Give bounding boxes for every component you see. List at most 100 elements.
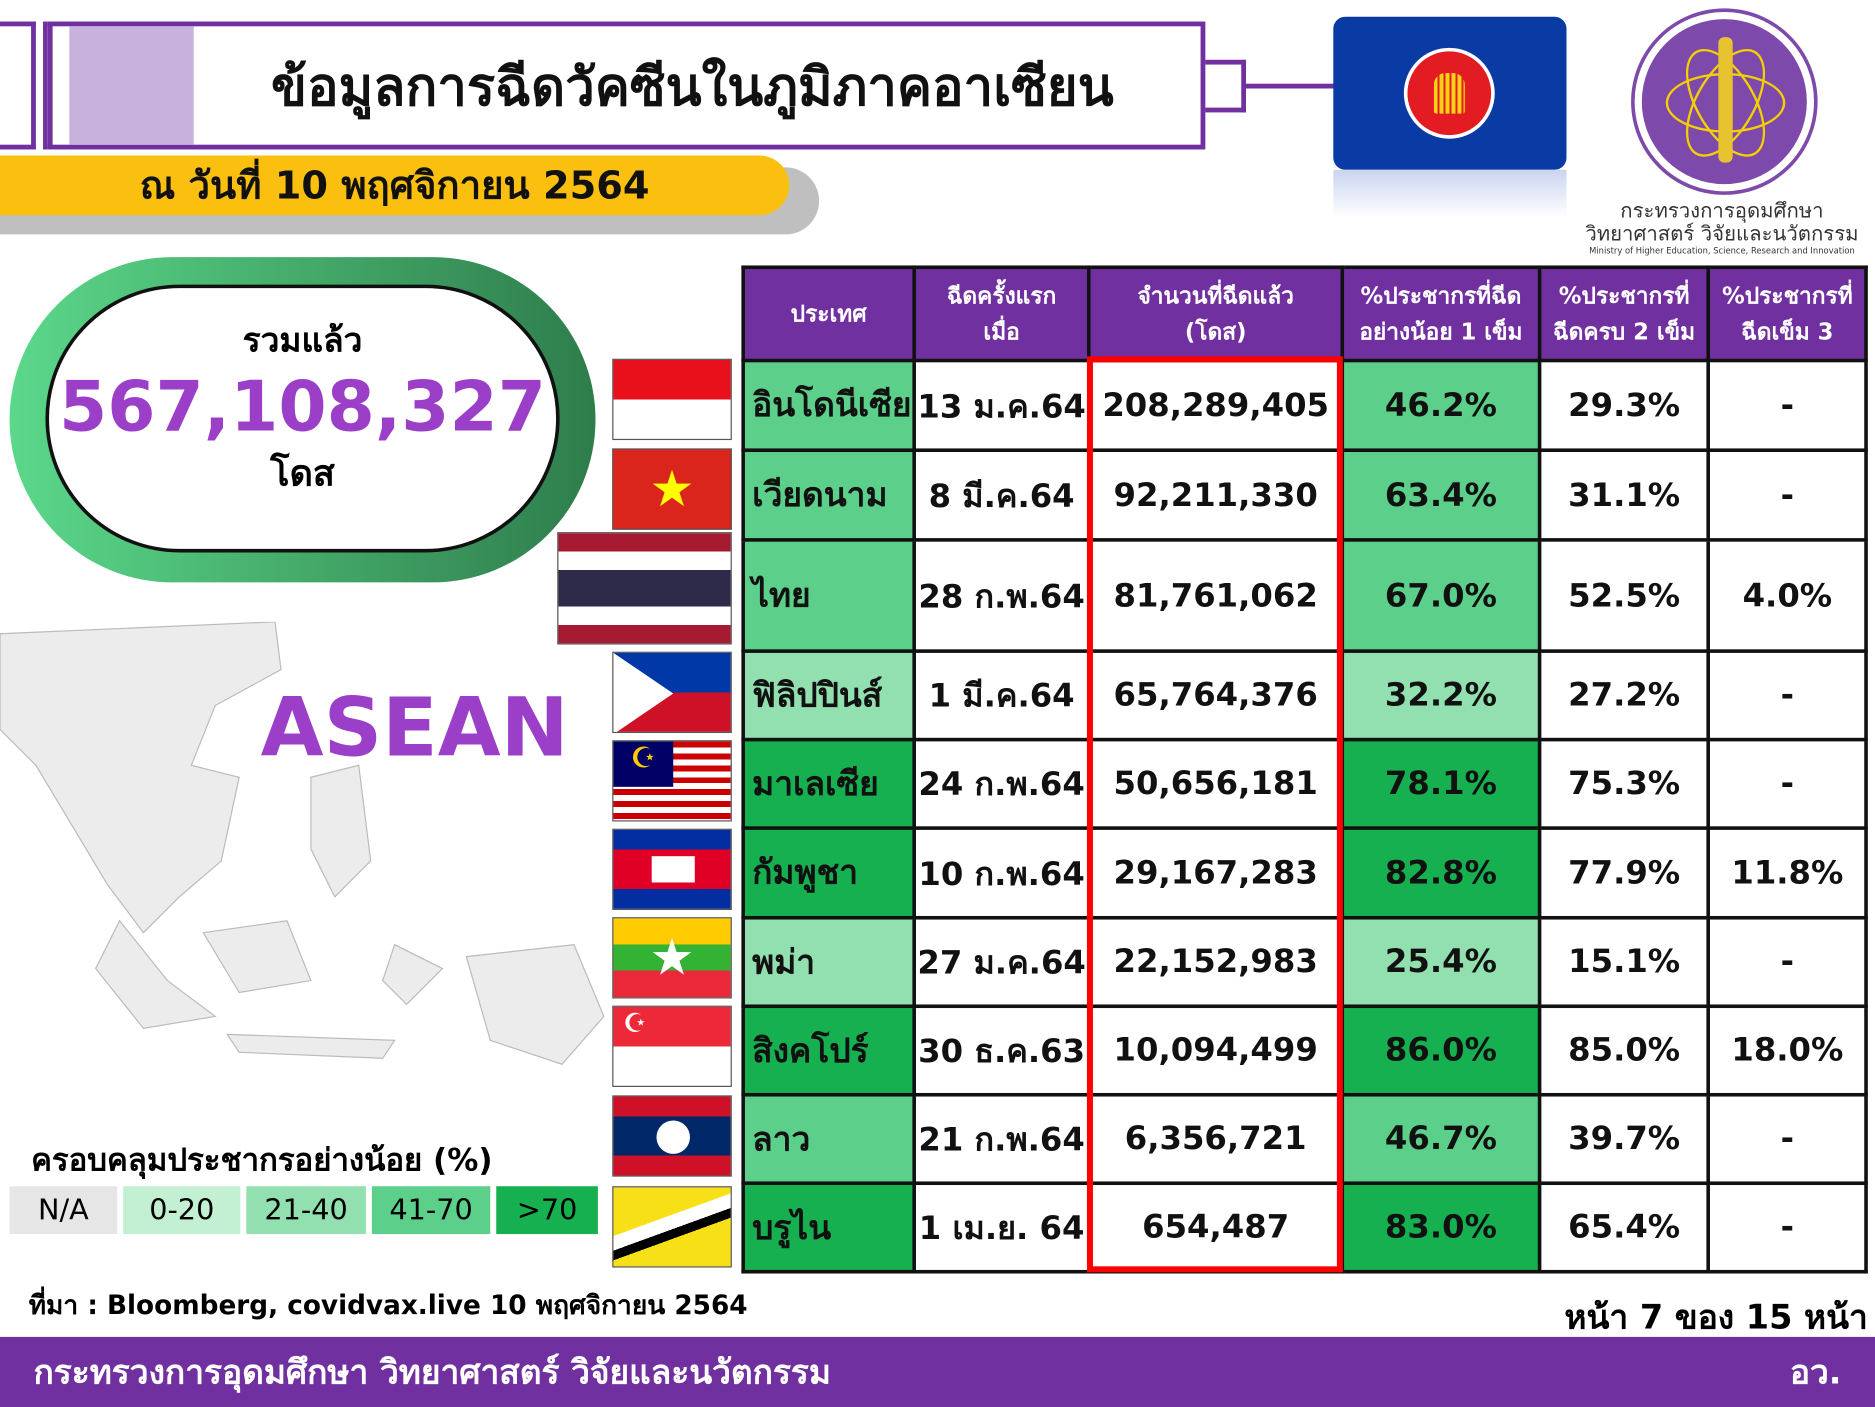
legend-item: 21-40 xyxy=(246,1186,366,1235)
cell-p2: 65.4% xyxy=(1537,1181,1711,1274)
table-row: สิงคโปร์ 30 ธ.ค.63 10,094,499 86.0% 85.0% 18.… xyxy=(741,1004,1868,1097)
syringe-title-banner: ข้อมูลการฉีดวัคซีนในภูมิภาคอาเซียน xyxy=(47,21,1206,150)
legend-item: 0-20 xyxy=(123,1186,241,1235)
cell-doses: 92,211,330 xyxy=(1087,448,1345,542)
cell-p3: - xyxy=(1706,358,1868,453)
column-header: ประเทศ xyxy=(741,265,916,363)
logo-name-en: Ministry of Higher Education, Science, R… xyxy=(1589,246,1855,256)
ministry-logo-icon xyxy=(1634,11,1815,192)
table-row: กัมพูชา 10 ก.พ.64 29,167,283 82.8% 77.9% 11.8… xyxy=(741,826,1868,920)
asean-map-label: ASEAN xyxy=(260,681,569,777)
cell-country: ลาว xyxy=(741,1092,916,1186)
legend-item: >70 xyxy=(496,1186,598,1235)
cell-p1: 32.2% xyxy=(1340,649,1542,742)
cell-first: 10 ก.พ.64 xyxy=(912,826,1091,920)
flag-singapore-icon: ☪ xyxy=(612,1005,732,1087)
cell-p3: - xyxy=(1706,1092,1868,1186)
cell-p3: - xyxy=(1706,915,1868,1009)
cell-country: เวียดนาม xyxy=(741,448,916,542)
source-note: ที่มา : Bloomberg, covidvax.live 10 พฤศจ… xyxy=(28,1291,748,1322)
cell-p2: 85.0% xyxy=(1537,1004,1711,1097)
asean-map xyxy=(0,621,605,1065)
cell-p3: 11.8% xyxy=(1706,826,1868,920)
cell-country: สิงคโปร์ xyxy=(741,1004,916,1097)
cell-p1: 83.0% xyxy=(1340,1181,1542,1274)
column-header: %ประชากรที่ ฉีดครบ 2 เข็ม xyxy=(1537,265,1711,363)
total-doses-card: รวมแล้ว 567,108,327 โดส xyxy=(45,284,560,553)
table-row: ลาว 21 ก.พ.64 6,356,721 46.7% 39.7% - xyxy=(741,1092,1868,1186)
cell-first: 28 ก.พ.64 xyxy=(912,538,1091,653)
cell-p2: 75.3% xyxy=(1537,737,1711,830)
footer-abbrev: อว. xyxy=(1789,1352,1842,1392)
cell-country: กัมพูชา xyxy=(741,826,916,920)
table-header-row: ประเทศ ฉีดครั้งแรก เมื่อ จำนวนที่ฉีดแล้ว (… xyxy=(741,265,1868,363)
logo-name-th-1: กระทรวงการอุดมศึกษา xyxy=(1620,199,1824,224)
ministry-logo-text: กระทรวงการอุดมศึกษา วิทยาศาสตร์ วิจัยและ… xyxy=(1578,199,1865,256)
cell-p2: 27.2% xyxy=(1537,649,1711,742)
flag-reflection xyxy=(1333,169,1567,218)
cell-p1: 82.8% xyxy=(1340,826,1542,920)
table-row: เวียดนาม 8 มี.ค.64 92,211,330 63.4% 31.1% - xyxy=(741,448,1868,542)
flag-indonesia-icon xyxy=(612,358,732,441)
cell-p1: 63.4% xyxy=(1340,448,1542,542)
cell-doses: 50,656,181 xyxy=(1087,737,1345,830)
cell-doses: 6,356,721 xyxy=(1087,1092,1345,1186)
cell-p2: 39.7% xyxy=(1537,1092,1711,1186)
cell-first: 30 ธ.ค.63 xyxy=(912,1004,1091,1097)
cell-first: 21 ก.พ.64 xyxy=(912,1092,1091,1186)
cell-doses: 81,761,062 xyxy=(1087,538,1345,653)
table-row: ไทย 28 ก.พ.64 81,761,062 67.0% 52.5% 4.0% xyxy=(741,538,1868,653)
total-unit: โดส xyxy=(270,453,335,496)
cell-first: 13 ม.ค.64 xyxy=(912,358,1091,453)
cell-first: 24 ก.พ.64 xyxy=(912,737,1091,830)
cell-p2: 29.3% xyxy=(1537,358,1711,453)
flag-myanmar-icon: ★ xyxy=(612,917,732,999)
total-value: 567,108,327 xyxy=(59,365,547,448)
table-row: พม่า 27 ม.ค.64 22,152,983 25.4% 15.1% - xyxy=(741,915,1868,1009)
flag-laos-icon xyxy=(612,1095,732,1177)
cell-p3: - xyxy=(1706,649,1868,742)
cell-p2: 77.9% xyxy=(1537,826,1711,920)
cell-p3: - xyxy=(1706,737,1868,830)
page-title: ข้อมูลการฉีดวัคซีนในภูมิภาคอาเซียน xyxy=(271,57,1114,119)
cell-first: 27 ม.ค.64 xyxy=(912,915,1091,1009)
cell-p3: 4.0% xyxy=(1706,538,1868,653)
column-header: %ประชากรที่ฉีด อย่างน้อย 1 เข็ม xyxy=(1340,265,1542,363)
cell-doses: 65,764,376 xyxy=(1087,649,1345,742)
column-header: %ประชากรที่ ฉีดเข็ม 3 xyxy=(1706,265,1868,363)
syringe-nozzle xyxy=(1205,59,1247,113)
cell-p1: 25.4% xyxy=(1340,915,1542,1009)
legend-title: ครอบคลุมประชากรอย่างน้อย (%) xyxy=(31,1143,493,1180)
cell-p3: 18.0% xyxy=(1706,1004,1868,1097)
cell-doses: 10,094,499 xyxy=(1087,1004,1345,1097)
cell-p3: - xyxy=(1706,1181,1868,1274)
cell-country: ฟิลิปปินส์ xyxy=(741,649,916,742)
flag-brunei-icon xyxy=(612,1186,732,1268)
footer-ministry: กระทรวงการอุดมศึกษา วิทยาศาสตร์ วิจัยและ… xyxy=(33,1352,831,1392)
flag-cambodia-icon xyxy=(612,828,732,910)
cell-country: บรูไน xyxy=(741,1181,916,1274)
legend-item: 41-70 xyxy=(371,1186,491,1235)
cell-p2: 52.5% xyxy=(1537,538,1711,653)
cell-p1: 46.2% xyxy=(1340,358,1542,453)
column-header: จำนวนที่ฉีดแล้ว (โดส) xyxy=(1087,265,1345,363)
cell-p1: 67.0% xyxy=(1340,538,1542,653)
cell-first: 1 เม.ย. 64 xyxy=(912,1181,1091,1274)
cell-p2: 15.1% xyxy=(1537,915,1711,1009)
flag-thailand-icon xyxy=(557,532,732,645)
vaccination-table: ประเทศ ฉีดครั้งแรก เมื่อ จำนวนที่ฉีดแล้ว (… xyxy=(741,265,1868,1274)
table-row: ฟิลิปปินส์ 1 มี.ค.64 65,764,376 32.2% 27.2% - xyxy=(741,649,1868,742)
legend: N/A 0-20 21-40 41-70 >70 xyxy=(9,1186,598,1235)
cell-country: ไทย xyxy=(741,538,916,653)
cell-p1: 78.1% xyxy=(1340,737,1542,830)
legend-item: N/A xyxy=(9,1186,118,1235)
asean-flag-icon xyxy=(1333,16,1567,170)
date-banner: ณ วันที่ 10 พฤศจิกายน 2564 xyxy=(0,155,790,216)
syringe-fill xyxy=(69,26,194,145)
flag-malaysia-icon: ☪ xyxy=(612,740,732,822)
syringe-needle xyxy=(1243,83,1337,89)
cell-country: อินโดนีเซีย xyxy=(741,358,916,453)
cell-p1: 86.0% xyxy=(1340,1004,1542,1097)
logo-name-th-2: วิทยาศาสตร์ วิจัยและนวัตกรรม xyxy=(1585,222,1859,247)
table-row: มาเลเซีย 24 ก.พ.64 50,656,181 78.1% 75.3% - xyxy=(741,737,1868,830)
